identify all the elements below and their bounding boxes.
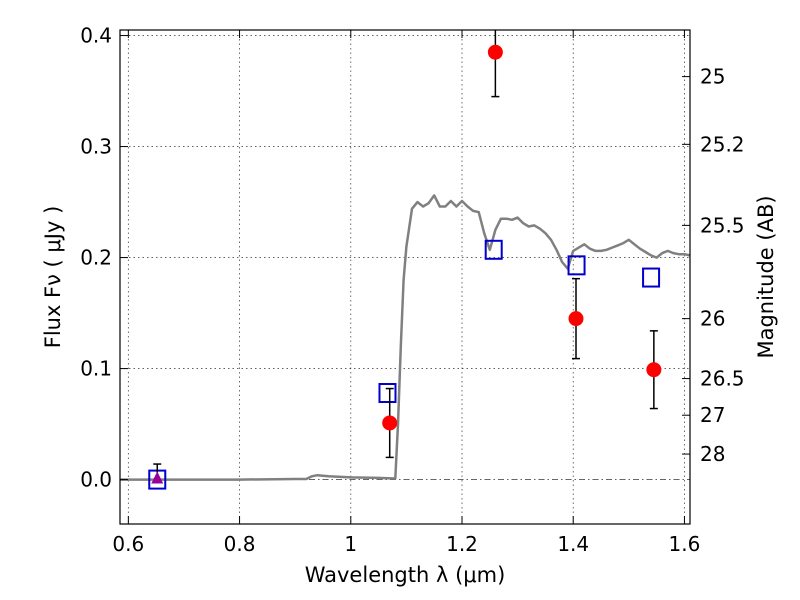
y2-tick-label: 25.5 (700, 213, 745, 237)
y2-tick-label: 26.5 (700, 367, 745, 391)
y-tick-label: 0.2 (80, 246, 112, 270)
y2-tick-label: 28 (700, 442, 725, 466)
observed-flux-point (568, 311, 584, 327)
y-tick-label: 0.3 (80, 135, 112, 159)
model-photometry-square (642, 267, 661, 288)
x-tick-label: 0.8 (224, 532, 256, 556)
model-photometry-square (378, 383, 397, 404)
y-tick-label: 0.4 (80, 24, 112, 48)
x-tick-label: 1.2 (446, 532, 478, 556)
x-tick-label: 1.6 (669, 532, 701, 556)
model-photometry-square (567, 255, 586, 276)
x-axis-label: Wavelength λ (μm) (305, 563, 506, 587)
y-axis-label: Flux Fν ( μJy ) (41, 206, 65, 349)
upper-limit-triangle (151, 471, 164, 484)
x-tick-label: 1 (344, 532, 357, 556)
y2-axis-label: Magnitude (AB) (754, 195, 778, 358)
y2-tick-label: 27 (700, 403, 725, 427)
model-line-layer (120, 194, 691, 481)
y2-tick-label: 25 (700, 65, 725, 89)
observed-flux-point (646, 362, 662, 378)
plot-frame (119, 29, 691, 525)
marker-layer (148, 30, 662, 490)
model-photometry-square (484, 239, 503, 260)
observed-flux-point (487, 44, 503, 60)
y2-tick-label: 25.2 (700, 132, 745, 156)
observed-flux-point (382, 415, 398, 431)
tick-layer: 0.6 0.8 1 1.2 1.4 1.6 0.0 0.1 0.2 0.3 0.4 25 25.2 25.… (80, 24, 744, 556)
y-tick-label: 0.0 (80, 468, 112, 492)
y-tick-label: 0.1 (80, 357, 112, 381)
y2-tick-label: 26 (700, 307, 725, 331)
x-tick-label: 1.4 (557, 532, 589, 556)
x-tick-label: 0.6 (112, 532, 144, 556)
model-sed-line (120, 194, 691, 481)
